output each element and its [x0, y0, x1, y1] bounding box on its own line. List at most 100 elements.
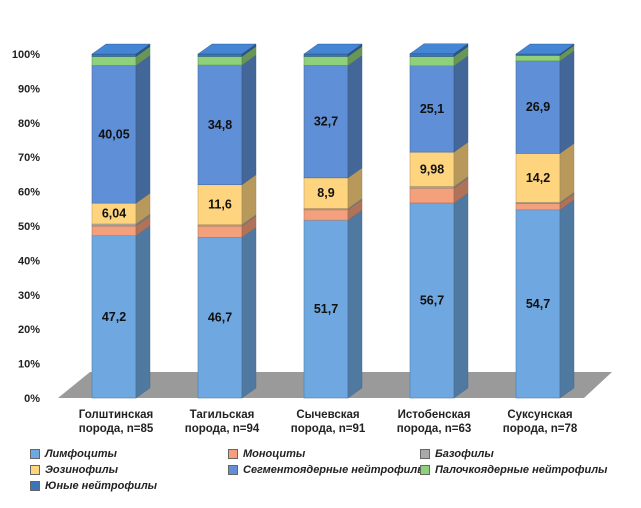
legend-item: Палочкоядерные нейтрофилы	[420, 464, 607, 476]
bar-segment-side	[559, 50, 575, 154]
y-tick-label: 40%	[18, 255, 40, 267]
bar-segment	[303, 56, 349, 66]
bar-segment-side	[559, 199, 575, 399]
bar-segment-side	[347, 54, 363, 179]
bar-segment-top	[409, 43, 469, 54]
bar-segment-side	[559, 143, 575, 203]
bar-segment	[515, 55, 561, 62]
y-tick-label: 0%	[24, 393, 40, 405]
bar-segment	[197, 64, 243, 186]
bar-segment-side	[241, 54, 257, 186]
legend-swatch	[420, 465, 430, 475]
bar-segment-side	[453, 55, 469, 153]
bar-segment	[303, 219, 349, 399]
data-label: 51,7	[314, 302, 338, 316]
y-tick-label: 60%	[18, 187, 40, 199]
legend-label: Юные нейтрофилы	[45, 480, 158, 492]
y-tick-label: 80%	[18, 118, 40, 130]
legend-swatch	[30, 449, 40, 459]
data-label: 14,2	[526, 171, 550, 185]
bar-segment	[515, 60, 561, 154]
x-tick-label: Тагильская	[190, 409, 255, 421]
legend-label: Сегментоядерные нейтрофилы	[243, 464, 427, 476]
x-tick-label: порода, n=78	[503, 423, 578, 435]
legend-swatch	[30, 465, 40, 475]
bar-segment	[409, 56, 455, 67]
data-label: 34,8	[208, 118, 232, 132]
bar-segment	[91, 65, 137, 204]
bar-segment	[197, 53, 243, 57]
legend-item: Моноциты	[228, 448, 305, 460]
legend-label: Лимфоциты	[45, 448, 117, 460]
bar-segment	[197, 225, 243, 238]
bar-segment	[91, 225, 137, 236]
bar-segment	[197, 184, 243, 225]
x-tick-label: порода, n=94	[185, 423, 260, 435]
data-label: 46,7	[208, 311, 232, 325]
x-tick-label: порода, n=85	[79, 423, 154, 435]
data-label: 40,05	[98, 127, 129, 141]
x-tick-label: порода, n=63	[397, 423, 472, 435]
legend-swatch	[228, 465, 238, 475]
bar-segment-side	[135, 54, 151, 204]
legend-swatch	[228, 449, 238, 459]
bar-segment-side	[347, 209, 363, 399]
bar-segment-top	[515, 43, 575, 55]
data-label: 54,7	[526, 297, 550, 311]
bar-segment-top	[303, 43, 363, 55]
data-label: 9,98	[420, 162, 444, 176]
bar-segment	[91, 53, 137, 57]
data-label: 56,7	[420, 293, 444, 307]
x-tick-label: Сычевская	[296, 409, 359, 421]
x-tick-label: Голштинская	[79, 409, 153, 421]
bar-segment	[303, 209, 349, 221]
data-label: 47,2	[102, 310, 126, 324]
bar-segment	[303, 53, 349, 57]
legend-label: Палочкоядерные нейтрофилы	[435, 464, 608, 476]
bar-segment	[303, 65, 349, 179]
y-tick-label: 100%	[12, 49, 40, 61]
legend-item: Сегментоядерные нейтрофилы	[228, 464, 427, 476]
legend-item: Базофилы	[420, 448, 494, 460]
y-tick-label: 50%	[18, 221, 40, 233]
data-label: 11,6	[208, 198, 232, 212]
legend-label: Базофилы	[435, 448, 494, 460]
bar-segment	[515, 153, 561, 203]
y-tick-label: 70%	[18, 152, 40, 164]
bar-segment	[409, 53, 455, 57]
bar-segment	[409, 151, 455, 187]
bar-segment	[515, 209, 561, 399]
bar-segment-side	[453, 192, 469, 399]
bar-segment-top	[91, 43, 151, 55]
bar-segment	[409, 202, 455, 399]
bar-segment-side	[135, 225, 151, 399]
data-label: 25,1	[420, 102, 444, 116]
bar-segment-top	[197, 43, 257, 55]
bar-segment	[91, 56, 137, 66]
x-tick-label: Суксунская	[507, 409, 572, 421]
data-label: 32,7	[314, 115, 338, 129]
legend-swatch	[420, 449, 430, 459]
x-tick-label: Истобенская	[398, 409, 471, 421]
bar-segment	[197, 56, 243, 66]
x-tick-label: порода, n=91	[291, 423, 366, 435]
bar-segment	[515, 203, 561, 211]
bar-segment-side	[241, 226, 257, 399]
legend-item: Лимфоциты	[30, 448, 117, 460]
legend-item: Юные нейтрофилы	[30, 480, 157, 492]
y-tick-label: 30%	[18, 290, 40, 302]
data-label: 8,9	[317, 186, 334, 200]
legend-item: Эозинофилы	[30, 464, 118, 476]
legend-swatch	[30, 481, 40, 491]
y-tick-label: 20%	[18, 324, 40, 336]
bar-segment	[91, 223, 137, 227]
y-tick-label: 90%	[18, 83, 40, 95]
bar-segment	[515, 53, 561, 56]
data-label: 6,04	[102, 207, 126, 221]
y-tick-label: 10%	[18, 359, 40, 371]
bar-segment	[409, 187, 455, 204]
data-label: 26,9	[526, 100, 550, 114]
legend-label: Эозинофилы	[45, 464, 119, 476]
